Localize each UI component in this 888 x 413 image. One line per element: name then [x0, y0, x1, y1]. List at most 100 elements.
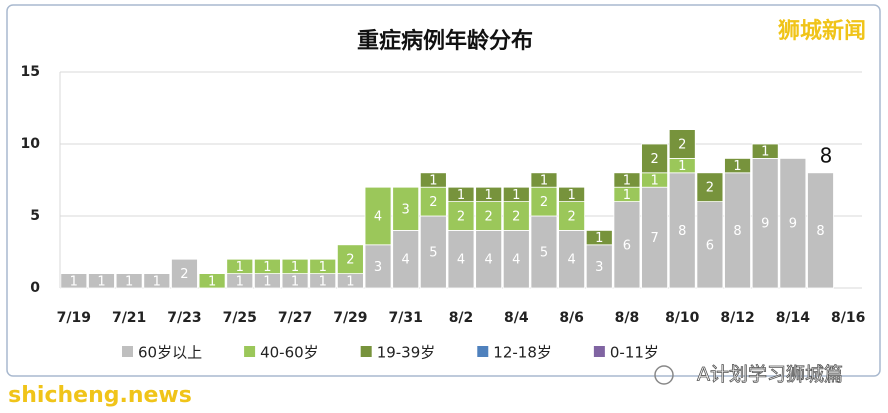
data-label: 2 [567, 210, 575, 225]
data-label: 1 [346, 274, 354, 289]
data-label: 1 [623, 188, 631, 203]
bar-segment [779, 157, 807, 289]
data-label: 1 [153, 274, 161, 289]
data-label: 1 [236, 260, 244, 275]
data-label: 1 [733, 159, 741, 174]
data-label: 1 [457, 188, 465, 203]
data-label: 9 [761, 217, 769, 232]
watermark: A计划学习狮城篇 [697, 364, 843, 386]
data-label: 8 [678, 224, 686, 239]
data-label: 2 [429, 195, 437, 210]
x-tick-label: 8/2 [449, 310, 474, 326]
bar-segment [641, 186, 668, 289]
data-label: 1 [70, 274, 78, 289]
data-label: 2 [485, 210, 493, 225]
bar-segment [143, 273, 171, 289]
x-tick-label: 8/14 [776, 310, 811, 326]
y-tick-label: 5 [30, 208, 40, 224]
x-tick-label: 7/23 [167, 310, 201, 326]
data-label: 5 [429, 246, 437, 261]
x-tick-label: 7/21 [112, 310, 146, 326]
data-label: 4 [374, 210, 382, 225]
legend-label: 12-18岁 [493, 344, 552, 362]
legend-label: 19-39岁 [377, 344, 436, 362]
bar-segment [447, 229, 475, 289]
bar-segment [447, 186, 475, 202]
data-label: 4 [457, 253, 465, 268]
x-tick-label: 8/10 [665, 310, 700, 326]
chart-title: 重症病例年龄分布 [357, 28, 533, 54]
bar-segment [364, 244, 392, 289]
bar-segment [364, 186, 392, 246]
bar-segment [641, 143, 668, 174]
data-label: 1 [208, 274, 216, 289]
bar-segment [530, 186, 558, 217]
x-tick-label: 8/16 [831, 310, 865, 326]
x-tick-label: 8/8 [615, 310, 640, 326]
x-tick-label: 8/12 [720, 310, 754, 326]
data-label: 1 [319, 260, 327, 275]
data-label: 4 [402, 253, 410, 268]
bar-segment [530, 172, 558, 188]
bar-segment [60, 273, 88, 289]
bar-segment [585, 229, 613, 246]
bar-segment [558, 201, 586, 231]
bar-segment [171, 258, 198, 289]
legend-label: 60岁以上 [138, 344, 202, 362]
bar-segment [558, 229, 586, 289]
data-label: 2 [346, 253, 354, 268]
bar-segment [585, 244, 613, 289]
bar-segment [254, 258, 281, 275]
x-tick-label: 7/19 [57, 310, 91, 326]
legend-label: 40-60岁 [260, 344, 319, 362]
watermark: 狮城新闻 [778, 18, 866, 44]
x-tick-label: 8/6 [559, 310, 584, 326]
data-label: 2 [457, 210, 465, 225]
legend-swatch [122, 346, 133, 357]
data-label: 1 [540, 174, 548, 189]
data-label: 1 [236, 274, 244, 289]
bar-segment [724, 157, 751, 174]
bar-segment [336, 244, 364, 275]
data-label: 1 [761, 145, 769, 160]
data-label: 1 [485, 188, 493, 203]
bar-segment [751, 143, 779, 159]
x-tick-label: 8/4 [504, 310, 529, 326]
data-label: 2 [706, 181, 714, 196]
data-label: 1 [97, 274, 105, 289]
data-label: 1 [291, 260, 299, 275]
data-label: 7 [650, 231, 658, 246]
watermark: shicheng.news [8, 383, 192, 408]
bar-segment [558, 186, 586, 202]
bar-segment [724, 172, 751, 289]
bar-segment [502, 229, 530, 289]
y-tick-label: 10 [21, 136, 41, 152]
x-tick-label: 7/31 [389, 310, 423, 326]
data-label: 2 [650, 152, 658, 167]
bar-segment [696, 172, 724, 203]
bar-segment [696, 201, 724, 289]
bar-segment [419, 172, 447, 188]
bar-segment [530, 215, 558, 289]
bar-segment [751, 157, 779, 289]
bar-segment [226, 258, 254, 275]
bar-segment [419, 186, 447, 217]
bar-segment [392, 186, 420, 231]
data-label: 1 [263, 274, 271, 289]
data-label: 4 [512, 253, 520, 268]
x-tick-label: 7/25 [223, 310, 257, 326]
bar-segment [309, 258, 337, 275]
bar-segment [613, 172, 641, 188]
x-tick-label: 7/29 [333, 310, 367, 326]
annotation: 8 [820, 143, 833, 167]
data-label: 3 [374, 260, 382, 275]
data-label: 1 [263, 260, 271, 275]
legend-label: 0-11岁 [610, 344, 659, 362]
data-label: 8 [733, 224, 741, 239]
data-label: 6 [706, 238, 714, 253]
data-label: 1 [623, 174, 631, 189]
bar-segment [502, 186, 530, 202]
data-label: 2 [512, 210, 520, 225]
data-label: 1 [291, 274, 299, 289]
